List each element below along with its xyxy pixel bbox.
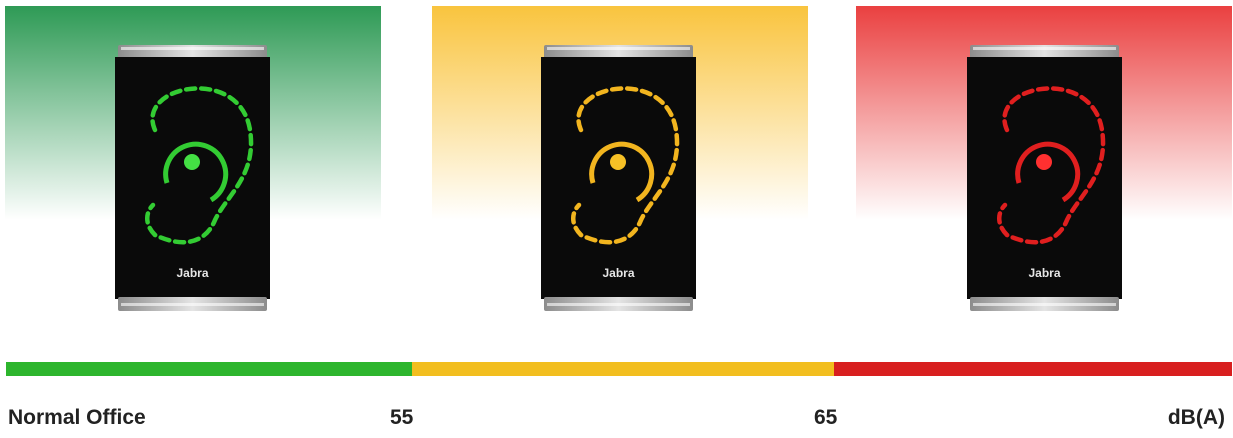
scale-label-55: 55 [390, 406, 414, 429]
ear-icon [997, 86, 1106, 245]
ear-icon [145, 86, 254, 245]
scale-label-65: 65 [814, 406, 838, 429]
scale-label-unit: dB(A) [1167, 406, 1225, 429]
device-brand-label: Jabra [602, 266, 635, 280]
scale-bar-yellow [412, 362, 834, 376]
scale-bar-green [6, 362, 412, 376]
busylight-device-green: Jabra [115, 45, 270, 311]
busylight-device-red: Jabra [967, 45, 1122, 311]
scale-label-normal-office: Normal Office [8, 406, 146, 429]
device-brand-label: Jabra [1028, 266, 1061, 280]
scale-bar-red [834, 362, 1232, 376]
ear-icon [571, 86, 680, 245]
device-brand-label: Jabra [176, 266, 209, 280]
busylight-device-yellow: Jabra [541, 45, 696, 311]
